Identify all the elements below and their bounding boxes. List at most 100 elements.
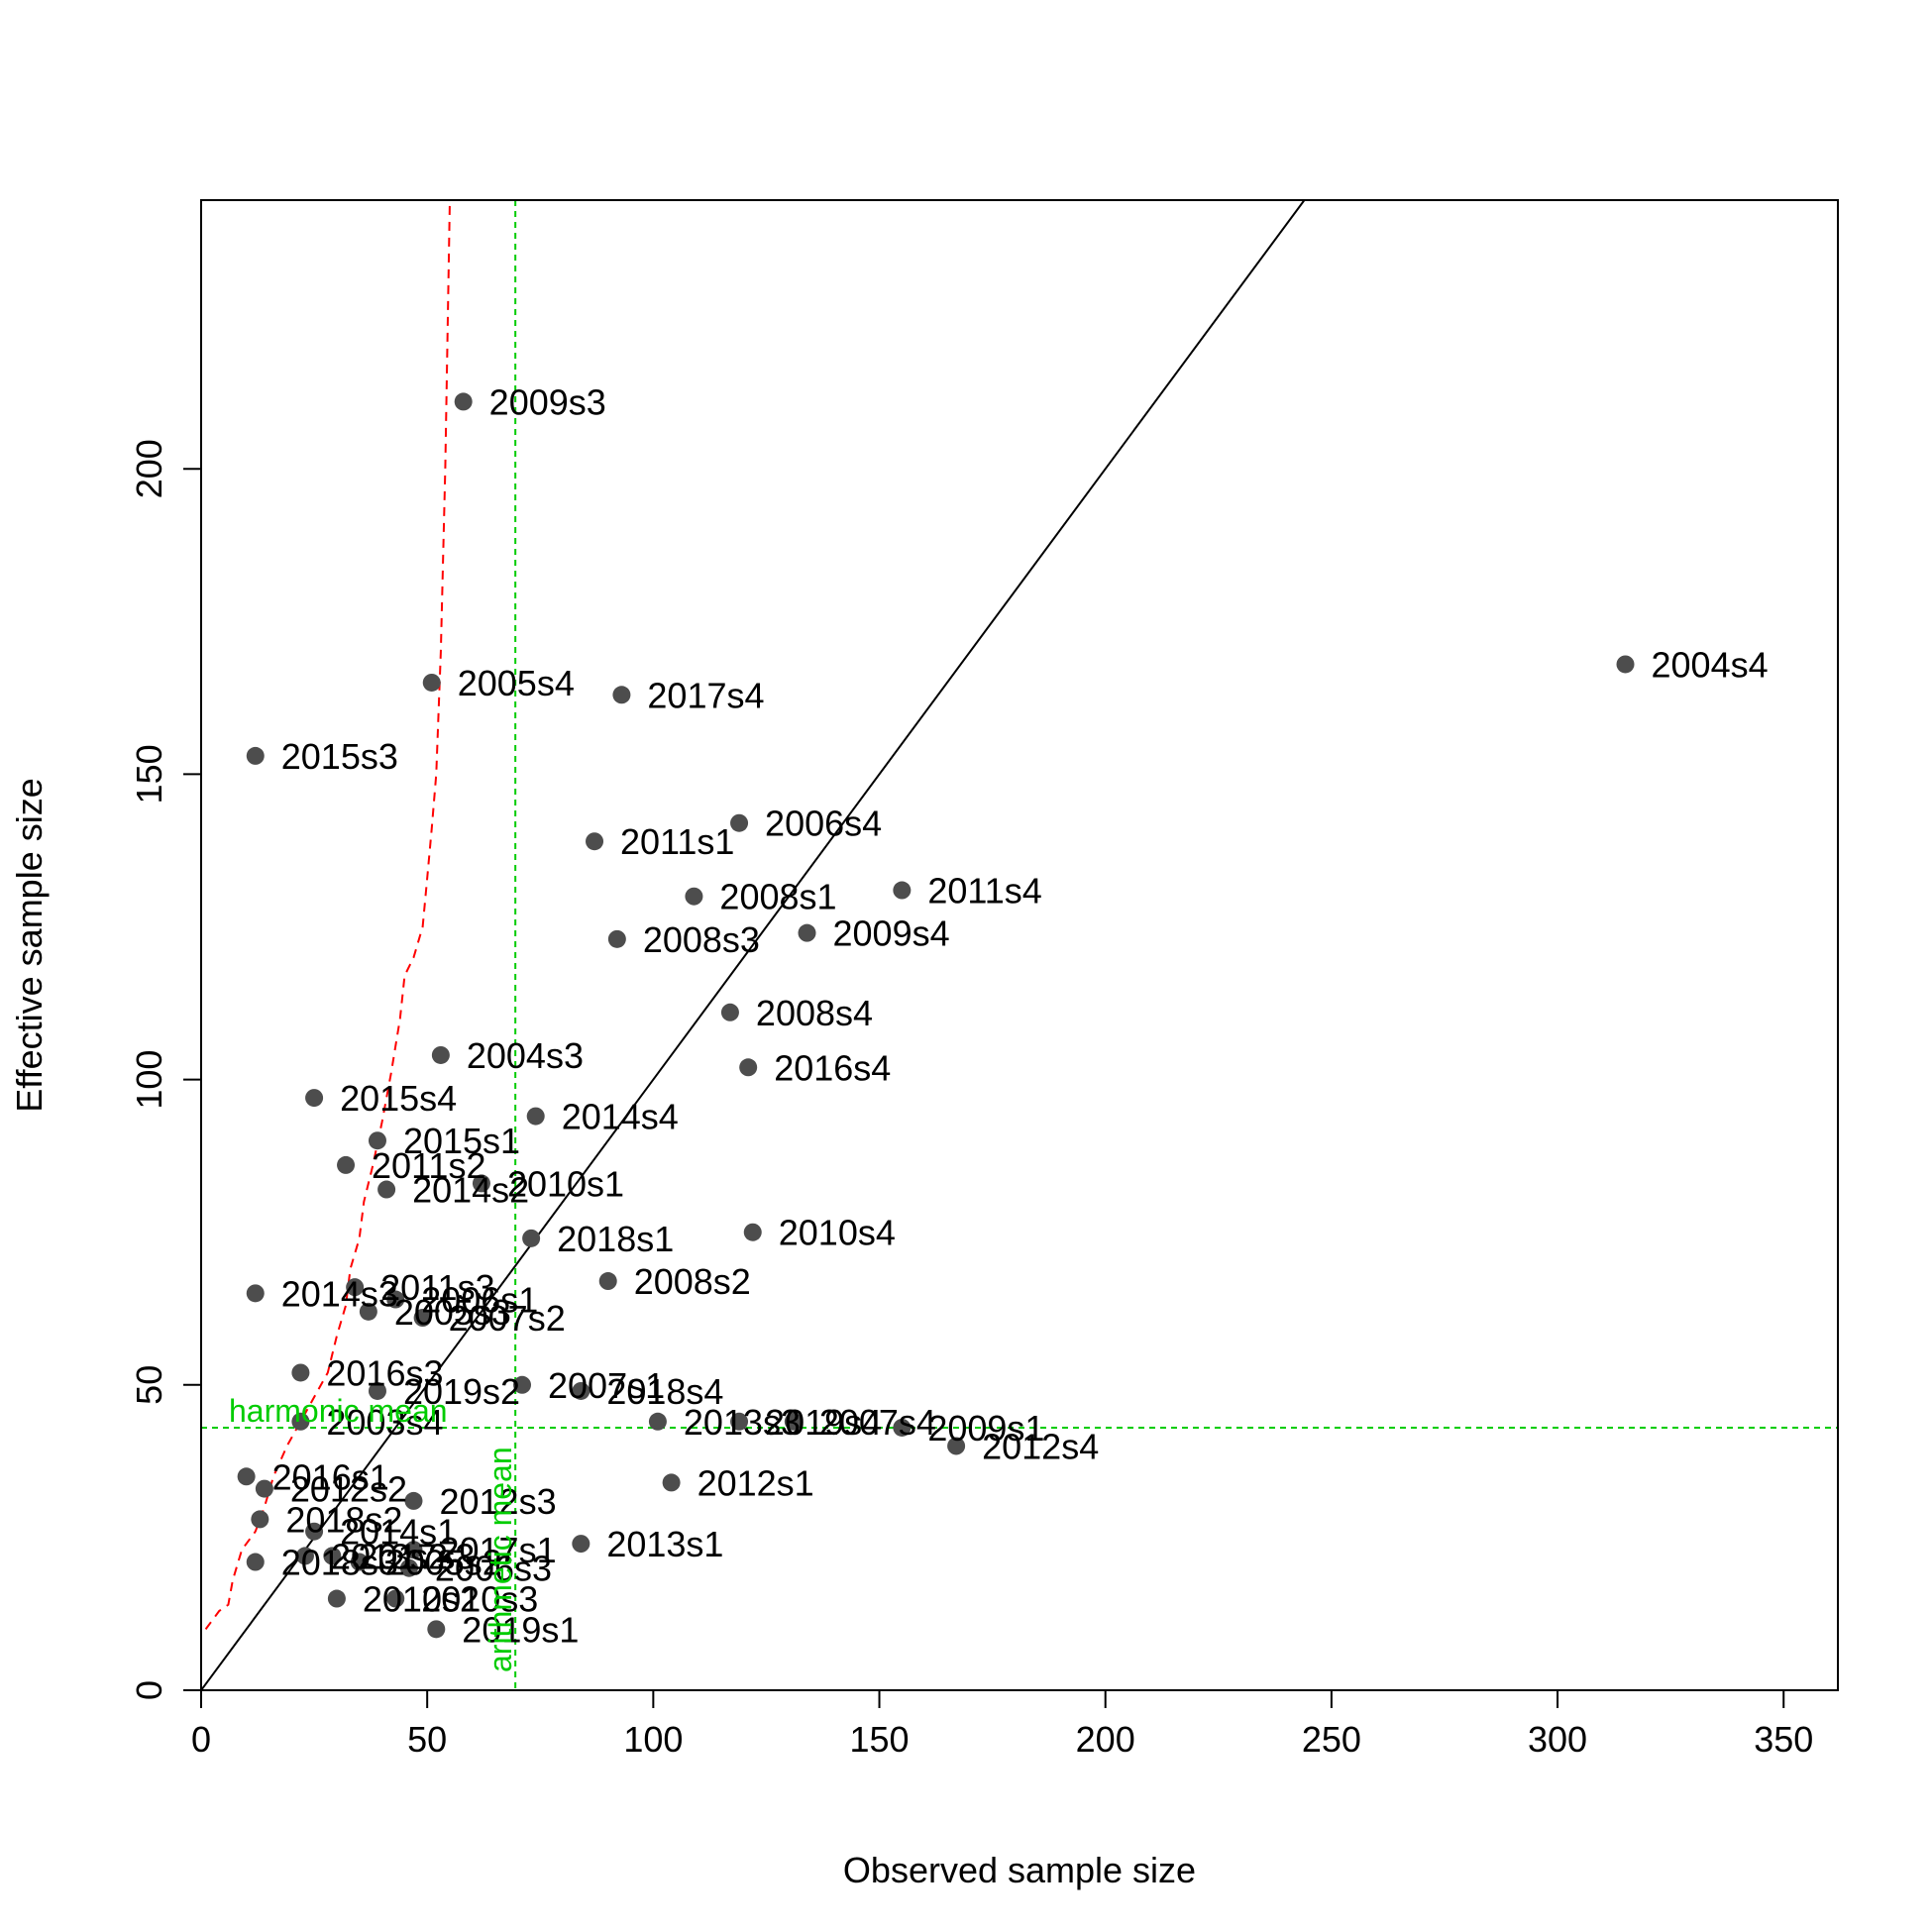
data-point-label: 2007s4	[819, 1402, 936, 1443]
y-tick-label: 0	[129, 1680, 169, 1700]
data-point	[1616, 655, 1635, 674]
data-point	[422, 673, 441, 692]
x-tick-label: 0	[191, 1719, 211, 1760]
data-point	[612, 686, 631, 704]
data-point-label: 2004s3	[467, 1035, 584, 1076]
data-point-label: 2017s3	[358, 1536, 475, 1576]
data-point-label: 2011s3	[380, 1267, 494, 1308]
data-point-label: 2015s1	[403, 1121, 520, 1161]
data-point-label: 2011s2	[372, 1145, 485, 1186]
x-tick-label: 50	[407, 1719, 447, 1760]
data-point-label: 2016s4	[774, 1047, 891, 1088]
data-point	[431, 1045, 450, 1064]
data-point	[337, 1155, 356, 1174]
data-point-label: 2003s4	[326, 1402, 443, 1443]
data-point-label: 2019s1	[462, 1609, 579, 1650]
data-point	[893, 1418, 912, 1437]
data-point-label: 2010s4	[779, 1213, 896, 1253]
y-tick-label: 100	[129, 1050, 169, 1110]
data-point	[368, 1131, 386, 1150]
data-point	[386, 1589, 405, 1608]
data-point-label: 2009s4	[833, 913, 950, 954]
plot-lines	[201, 200, 1838, 1690]
data-point	[720, 1003, 739, 1021]
data-point	[685, 887, 703, 906]
data-point	[739, 1058, 758, 1077]
data-point	[291, 1412, 310, 1431]
data-point-label: 2016s3	[326, 1352, 443, 1393]
data-point	[255, 1479, 273, 1498]
data-point-label: 2012s4	[982, 1426, 1099, 1466]
data-point-label: 2013s2	[331, 1536, 448, 1576]
x-tick-label: 150	[849, 1719, 909, 1760]
data-point-label: 2010s2	[363, 1579, 480, 1620]
data-point-label: 2005s4	[458, 663, 575, 703]
data-point-label: 2017s1	[439, 1530, 556, 1570]
data-point	[572, 1535, 590, 1554]
data-point-label: 2015s4	[340, 1078, 457, 1119]
data-point	[947, 1437, 966, 1455]
data-point	[662, 1473, 681, 1492]
data-point-label: 2018s2	[285, 1499, 402, 1540]
data-point	[346, 1278, 365, 1297]
data-point	[427, 1620, 446, 1639]
data-point	[413, 1309, 432, 1327]
data-point	[648, 1412, 667, 1431]
data-point	[377, 1180, 396, 1199]
y-axis: 0 50 100 150 200	[129, 439, 202, 1700]
data-point	[404, 1491, 423, 1510]
data-point	[305, 1089, 324, 1108]
y-tick-label: 50	[129, 1365, 169, 1405]
data-point-label: 2016s1	[272, 1456, 389, 1497]
data-point	[586, 832, 604, 851]
data-point	[291, 1363, 310, 1382]
data-point	[607, 929, 626, 948]
data-point	[386, 1290, 405, 1309]
data-point	[526, 1107, 545, 1126]
data-point	[454, 392, 473, 411]
data-point	[323, 1547, 342, 1565]
data-point-label: 2019s4	[765, 1402, 882, 1443]
data-point-label: 2005s3	[394, 1292, 511, 1333]
y-axis-title: Effective sample size	[9, 778, 50, 1112]
data-point-label: 2014s1	[340, 1512, 457, 1553]
data-point	[743, 1223, 762, 1241]
data-point-label: 2015s3	[281, 736, 398, 777]
data-point-label: 2013s3	[684, 1402, 801, 1443]
data-point-label: 2014s3	[281, 1273, 398, 1314]
x-axis-title: Observed sample size	[843, 1850, 1196, 1890]
data-point-label: 2018s4	[606, 1371, 723, 1412]
data-point-label: 2014s4	[562, 1097, 679, 1137]
y-tick-label: 200	[129, 439, 169, 498]
x-tick-label: 250	[1302, 1719, 1361, 1760]
data-point-label: 2008s1	[719, 877, 836, 917]
data-point-label: 2008s4	[756, 993, 873, 1033]
harmonic-mean-label: harmonic mean	[229, 1393, 448, 1429]
data-point	[893, 881, 912, 900]
data-point-label: 2009s3	[489, 381, 606, 422]
data-point-label: 2019s2	[403, 1371, 520, 1412]
data-point-label: 2018s1	[557, 1219, 674, 1259]
data-point-label: 2004s4	[1652, 644, 1769, 685]
data-point	[472, 1174, 490, 1193]
data-point	[522, 1229, 541, 1247]
data-point	[598, 1272, 617, 1291]
data-point	[730, 813, 749, 832]
data-point-label: 2017s4	[647, 675, 764, 715]
data-point-label: 2011s4	[927, 871, 1041, 912]
data-point-label: 2010s1	[507, 1163, 624, 1204]
data-point	[246, 746, 265, 765]
data-point-label: 2018s3	[281, 1543, 398, 1583]
arithmetic-mean-label: arithmetic mean	[483, 1447, 518, 1672]
identity-line	[201, 200, 1306, 1690]
data-point	[399, 1558, 418, 1577]
data-point-label: 2008s2	[634, 1261, 751, 1302]
data-point	[404, 1541, 423, 1559]
data-point-label: 2006s4	[765, 804, 882, 844]
data-point	[784, 1412, 803, 1431]
data-point-label: 2008s3	[643, 919, 760, 960]
data-point-label: 2006s1	[421, 1280, 538, 1321]
data-point-label: 2010s3	[421, 1579, 538, 1620]
